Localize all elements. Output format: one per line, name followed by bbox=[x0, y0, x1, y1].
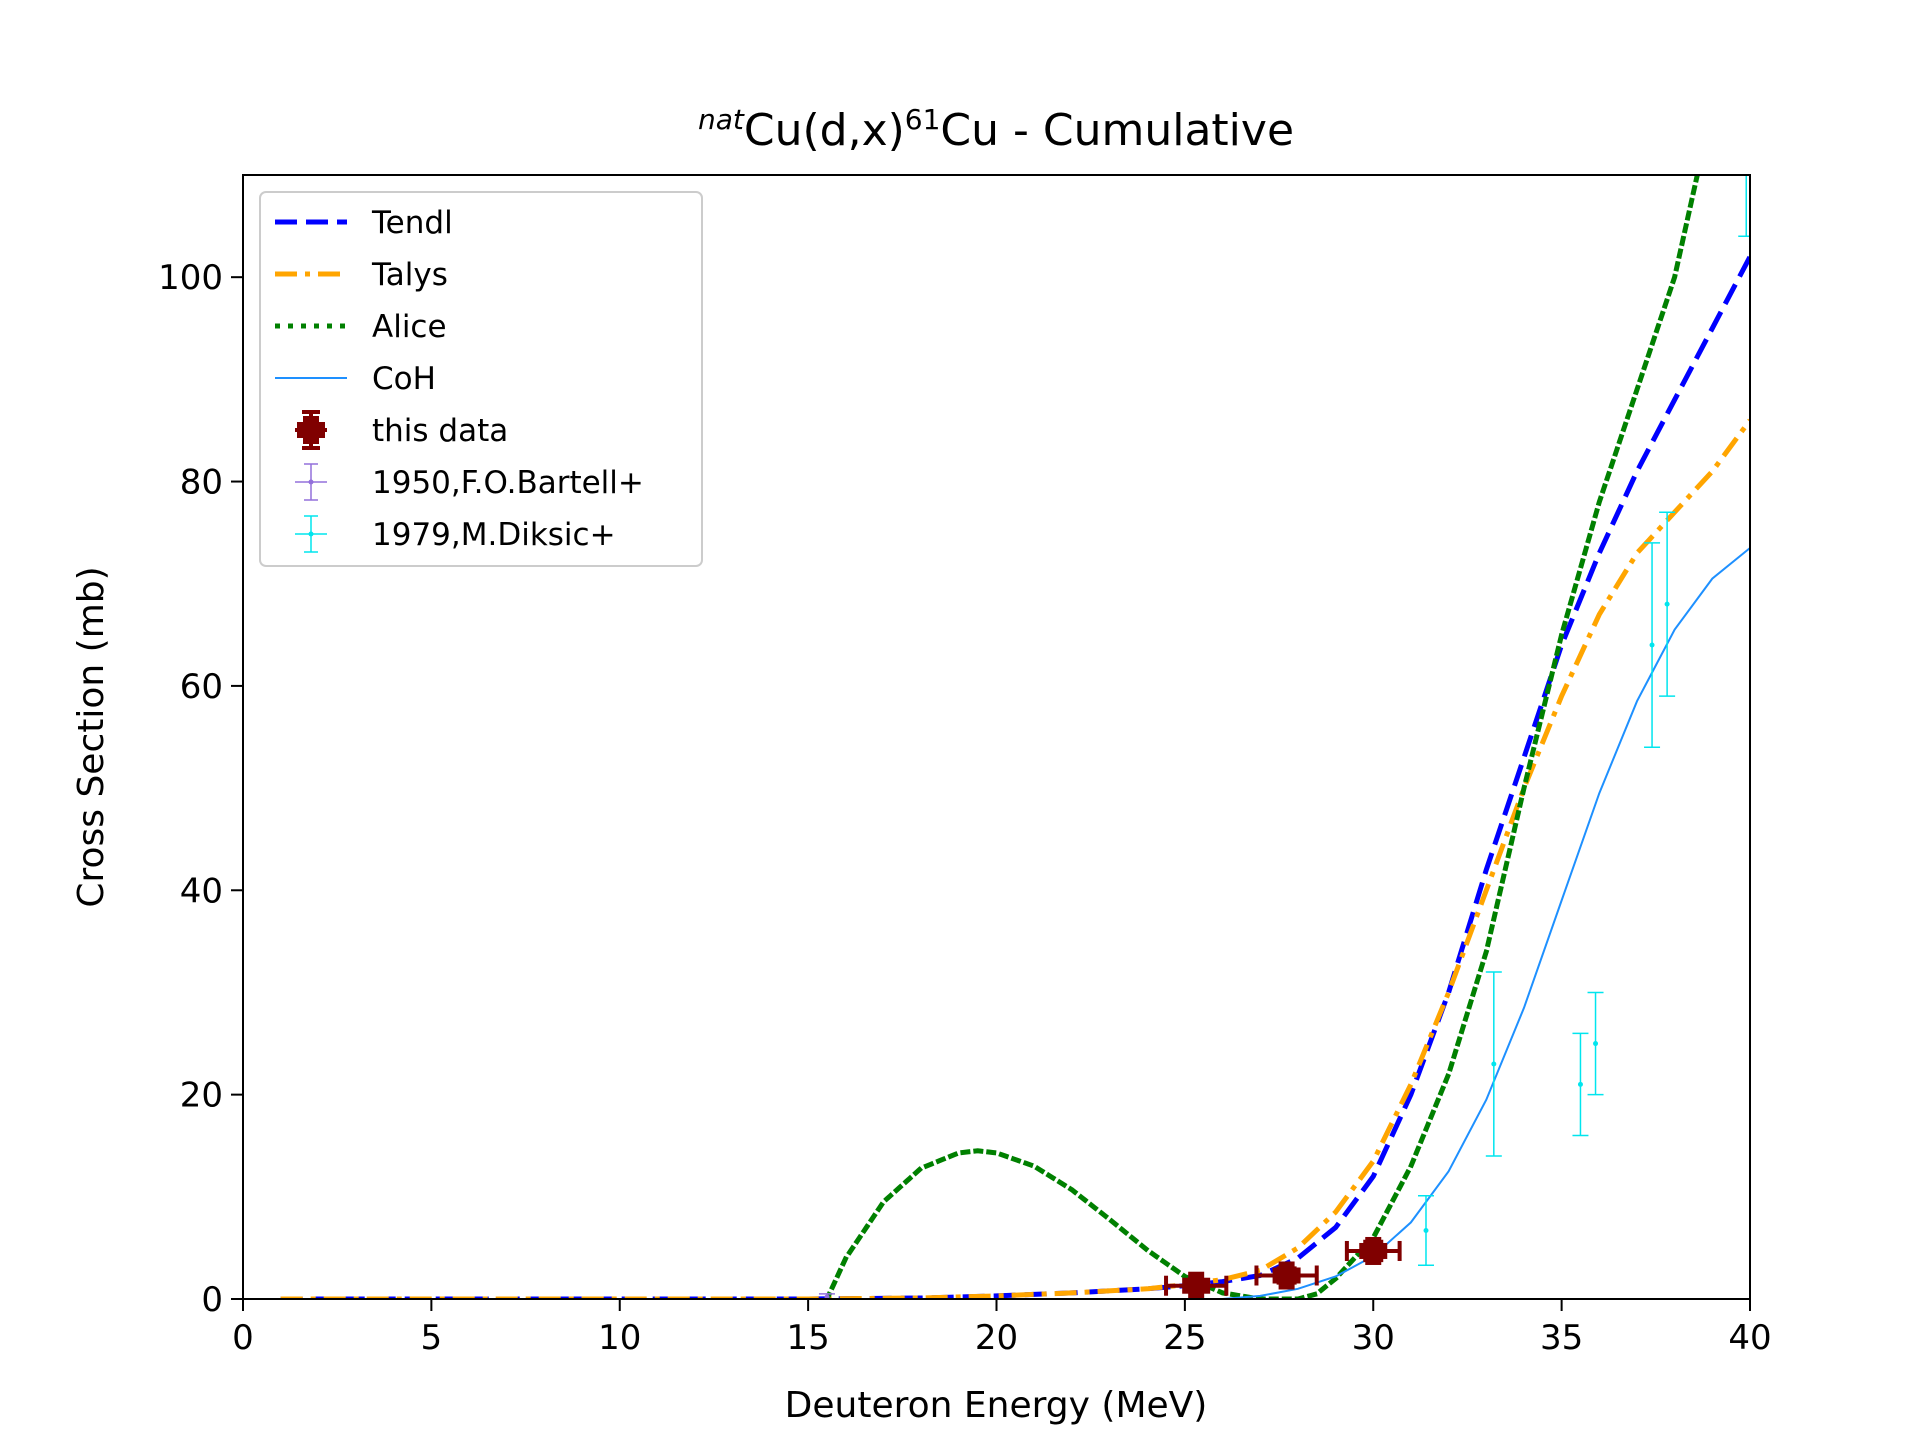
data-point-this-data bbox=[1254, 1261, 1319, 1290]
legend: Tendl Talys Alice CoH this data 1950,F.O.Bart… bbox=[259, 191, 703, 567]
x-tick-label: 15 bbox=[786, 1318, 829, 1358]
x-tick-label: 0 bbox=[232, 1318, 254, 1358]
data-point-this-data bbox=[1164, 1271, 1229, 1299]
x-axis-label: Deuteron Energy (MeV) bbox=[785, 1385, 1208, 1426]
x-axis: 0 5 10 15 20 25 30 35 40 bbox=[232, 1299, 1772, 1358]
y-tick-label: 40 bbox=[180, 871, 223, 911]
legend-entry-tendl: Tendl bbox=[275, 205, 453, 241]
legend-label: 1950,F.O.Bartell+ bbox=[372, 465, 644, 501]
legend-label: Talys bbox=[371, 257, 448, 293]
data-point-1979-m-diksic bbox=[1572, 1032, 1589, 1137]
legend-swatch bbox=[295, 515, 327, 553]
legend-entry-coh: CoH bbox=[275, 361, 436, 397]
y-tick-label: 80 bbox=[180, 463, 223, 503]
title-base: Cu(d,x) bbox=[744, 105, 905, 156]
x-tick-label: 35 bbox=[1540, 1318, 1583, 1358]
chart-title: natCu(d,x)61Cu - Cumulative bbox=[698, 103, 1294, 156]
data-point-1950-f-o-bartell bbox=[818, 1293, 835, 1299]
y-tick-label: 60 bbox=[180, 667, 223, 707]
legend-entry-alice: Alice bbox=[275, 309, 447, 345]
title-prefix: nat bbox=[698, 103, 745, 136]
x-tick-label: 10 bbox=[598, 1318, 641, 1358]
legend-label: Tendl bbox=[371, 205, 453, 241]
legend-entry-1979-m-diksic: 1979,M.Diksic+ bbox=[295, 515, 616, 553]
series-line-alice bbox=[824, 175, 1700, 1299]
title-suffix: Cu - Cumulative bbox=[940, 105, 1294, 156]
legend-swatch bbox=[295, 463, 327, 501]
x-tick-label: 5 bbox=[421, 1318, 443, 1358]
y-axis-label: Cross Section (mb) bbox=[71, 566, 112, 907]
x-tick-label: 40 bbox=[1728, 1318, 1771, 1358]
legend-entry-this-data: this data bbox=[295, 410, 508, 450]
data-point-1979-m-diksic bbox=[1644, 542, 1661, 748]
legend-swatch bbox=[295, 410, 327, 450]
legend-label: CoH bbox=[372, 361, 436, 397]
data-point-1979-m-diksic bbox=[1485, 971, 1502, 1157]
legend-entry-1950-f-o-bartell: 1950,F.O.Bartell+ bbox=[295, 463, 644, 501]
x-tick-label: 30 bbox=[1352, 1318, 1395, 1358]
data-point-1979-m-diksic bbox=[1587, 991, 1604, 1096]
legend-label: 1979,M.Diksic+ bbox=[372, 517, 616, 553]
x-tick-label: 25 bbox=[1163, 1318, 1206, 1358]
legend-label: Alice bbox=[372, 309, 447, 345]
y-axis: 0 20 40 60 80 100 bbox=[158, 258, 243, 1320]
data-point-this-data bbox=[1344, 1236, 1402, 1265]
y-tick-label: 20 bbox=[180, 1076, 223, 1116]
data-point-1979-m-diksic bbox=[1659, 511, 1676, 697]
legend-box bbox=[259, 191, 703, 567]
data-point-1979-m-diksic bbox=[1738, 175, 1750, 238]
errorbar-layer bbox=[818, 175, 1750, 1299]
data-point-1979-m-diksic bbox=[1417, 1195, 1434, 1267]
x-tick-label: 20 bbox=[975, 1318, 1018, 1358]
legend-entry-talys: Talys bbox=[275, 257, 448, 293]
series-line-coh bbox=[1222, 547, 1750, 1299]
legend-label: this data bbox=[372, 413, 508, 449]
title-mass: 61 bbox=[905, 103, 941, 136]
y-tick-label: 100 bbox=[158, 258, 223, 298]
y-tick-label: 0 bbox=[201, 1280, 223, 1320]
